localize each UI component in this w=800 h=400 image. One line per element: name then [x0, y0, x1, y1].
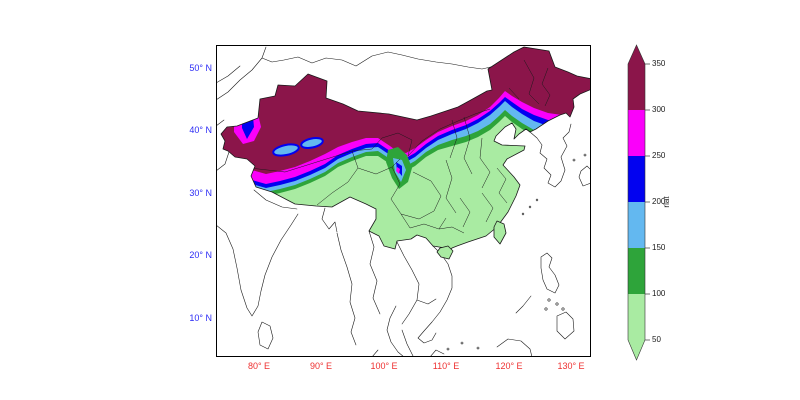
lon-tick-label-110e: 110° E: [432, 361, 460, 371]
colorbar-tick-350: 350: [652, 59, 666, 68]
lat-tick-label-50n: 50° N: [189, 63, 212, 73]
map-area: [216, 46, 591, 357]
lon-tick-label-130e: 130° E: [557, 361, 585, 371]
lon-tick-label-90e: 90° E: [309, 361, 333, 371]
lat-tick-label-10n: 10° N: [189, 313, 212, 323]
colorbar-title: rlat: [662, 196, 671, 208]
lon-tick-label-80e: 80° E: [247, 361, 271, 371]
colorbar-tick-100: 100: [652, 289, 666, 298]
china-outline: [220, 46, 591, 256]
hainan-island: [436, 245, 454, 260]
lon-tick-label-100e: 100° E: [370, 361, 398, 371]
colorbar-tick-150: 150: [652, 243, 666, 252]
colorbar-tick-250: 250: [652, 151, 666, 160]
colorbar-tick-300: 300: [652, 105, 666, 114]
lat-tick-label-40n: 40° N: [189, 125, 212, 135]
colorbar-tick-50: 50: [652, 335, 661, 344]
neighbor-outlines: [216, 46, 591, 357]
taiwan-island: [493, 220, 507, 245]
contour-bands: [221, 47, 591, 196]
lat-tick-label-20n: 20° N: [189, 250, 212, 260]
lat-tick-label-30n: 30° N: [189, 188, 212, 198]
colorbar: [627, 44, 650, 361]
colorbar-tick-200: 200: [652, 197, 666, 206]
lon-tick-label-120e: 120° E: [495, 361, 523, 371]
map-frame: [216, 45, 591, 357]
colorbar-ticks: [645, 63, 650, 341]
